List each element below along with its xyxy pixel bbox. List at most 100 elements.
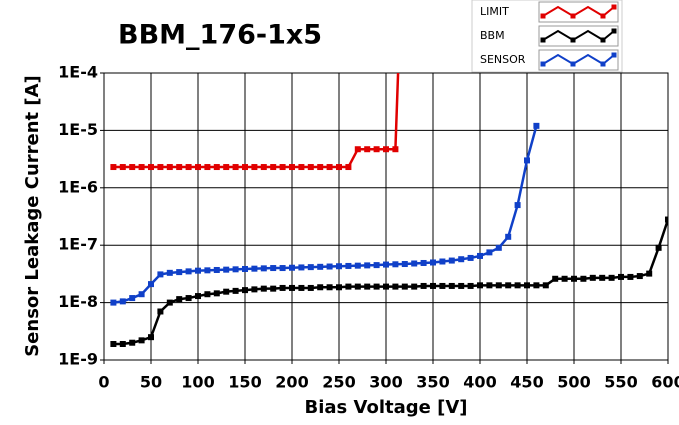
marker xyxy=(514,282,521,289)
marker xyxy=(345,164,352,171)
legend-label: BBM xyxy=(480,29,505,42)
marker xyxy=(317,263,324,270)
marker xyxy=(166,269,173,276)
x-tick-label: 450 xyxy=(510,373,543,392)
marker xyxy=(157,308,164,315)
marker xyxy=(289,164,295,171)
marker xyxy=(505,282,512,289)
legend-marker xyxy=(600,37,606,43)
marker xyxy=(157,164,164,171)
marker xyxy=(279,164,286,171)
marker xyxy=(364,262,371,269)
marker xyxy=(345,262,352,269)
marker xyxy=(148,164,154,171)
marker xyxy=(392,283,399,290)
marker xyxy=(232,266,239,273)
marker xyxy=(458,282,465,289)
x-tick-label: 100 xyxy=(181,373,214,392)
marker xyxy=(411,260,418,267)
x-tick-label: 600 xyxy=(651,373,679,392)
marker xyxy=(279,265,286,272)
marker xyxy=(251,164,258,171)
marker xyxy=(495,244,502,251)
marker xyxy=(336,284,342,291)
marker xyxy=(383,146,389,153)
marker xyxy=(307,164,314,171)
legend-marker xyxy=(570,37,576,43)
marker xyxy=(430,282,436,289)
marker xyxy=(138,291,145,298)
marker xyxy=(260,164,267,171)
marker xyxy=(608,274,615,281)
marker xyxy=(110,164,117,171)
marker xyxy=(467,254,474,261)
marker xyxy=(373,262,380,269)
marker xyxy=(270,164,277,171)
marker xyxy=(486,282,493,289)
marker xyxy=(223,288,230,295)
marker xyxy=(270,265,277,272)
y-tick-label: 1E-8 xyxy=(58,292,98,311)
marker xyxy=(524,282,530,289)
x-tick-label: 550 xyxy=(604,373,637,392)
marker xyxy=(270,285,277,292)
x-tick-label: 300 xyxy=(369,373,402,392)
marker xyxy=(317,284,324,291)
marker xyxy=(195,293,201,300)
marker xyxy=(580,275,587,282)
legend-marker xyxy=(540,37,546,43)
series-line xyxy=(113,125,538,304)
marker xyxy=(119,164,126,171)
x-tick-label: 50 xyxy=(140,373,162,392)
marker xyxy=(364,146,371,153)
marker xyxy=(185,295,192,302)
legend-marker xyxy=(570,13,576,19)
marker xyxy=(148,334,154,341)
marker xyxy=(119,340,126,347)
marker xyxy=(373,283,380,290)
marker xyxy=(298,284,305,291)
marker xyxy=(646,270,653,277)
marker xyxy=(195,164,201,171)
legend-marker xyxy=(600,13,606,19)
marker xyxy=(204,267,211,274)
marker xyxy=(157,271,164,278)
marker xyxy=(336,164,342,171)
marker xyxy=(129,164,136,171)
marker xyxy=(552,275,559,282)
marker xyxy=(618,273,624,280)
y-tick-label: 1E-4 xyxy=(58,63,98,82)
marker xyxy=(176,164,183,171)
marker xyxy=(533,282,540,289)
marker xyxy=(326,164,333,171)
marker xyxy=(148,281,154,288)
marker xyxy=(533,122,540,129)
marker xyxy=(307,264,314,271)
marker xyxy=(636,273,643,280)
marker xyxy=(242,287,248,294)
legend-marker xyxy=(611,28,617,34)
y-tick-label: 1E-7 xyxy=(58,235,98,254)
marker xyxy=(204,291,211,298)
y-axis-title: Sensor Leakage Current [A] xyxy=(22,75,43,357)
marker xyxy=(495,282,502,289)
legend-marker xyxy=(600,61,606,67)
marker xyxy=(383,261,389,268)
marker xyxy=(589,274,596,281)
legend-marker xyxy=(611,52,617,58)
marker xyxy=(345,283,352,290)
marker xyxy=(458,256,465,263)
x-tick-label: 150 xyxy=(228,373,261,392)
legend-marker xyxy=(611,4,617,10)
x-tick-label: 200 xyxy=(275,373,308,392)
chart-title: BBM_176-1x5 xyxy=(118,20,322,51)
marker xyxy=(401,261,408,268)
marker xyxy=(486,249,493,256)
marker xyxy=(166,299,173,306)
marker xyxy=(354,146,361,153)
x-axis-title: Bias Voltage [V] xyxy=(305,397,468,418)
marker xyxy=(289,284,295,291)
marker xyxy=(448,257,455,264)
marker xyxy=(176,296,183,303)
